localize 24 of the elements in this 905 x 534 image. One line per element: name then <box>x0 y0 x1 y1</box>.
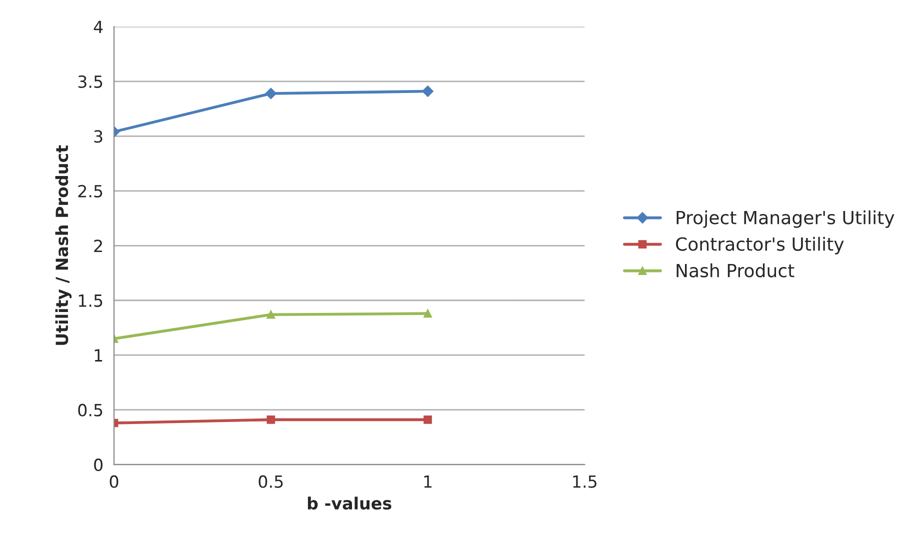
y-axis-title: Utility / Nash Product <box>55 145 72 345</box>
x-axis-title: b -values <box>308 496 392 510</box>
y-tick-label: 3.5 <box>78 75 102 88</box>
point <box>424 416 432 424</box>
point <box>265 88 277 100</box>
legend-label: Project Manager's Utility <box>676 210 894 228</box>
point <box>422 86 434 97</box>
y-tick-label: 2 <box>94 240 102 252</box>
y-tick-label: 4 <box>94 20 103 34</box>
x-tick-label: 0.5 <box>258 475 283 488</box>
y-tick-label: 1.5 <box>78 294 102 307</box>
point <box>424 309 432 318</box>
y-tick-label: 3 <box>94 130 102 143</box>
point <box>266 416 276 424</box>
y-tick-label: 2.5 <box>78 184 102 198</box>
x-tick-label: 1.5 <box>573 476 596 488</box>
legend-label: Nash Product <box>676 263 794 278</box>
point <box>266 310 276 319</box>
y-tick-label: 0.5 <box>78 404 102 416</box>
x-tick-label: 1 <box>424 476 432 488</box>
y-tick-label: 0 <box>94 458 103 472</box>
legend-label: Contractor's Utility <box>676 236 844 254</box>
y-tick-label: 1 <box>94 349 102 362</box>
x-tick-label: 0 <box>110 475 118 488</box>
